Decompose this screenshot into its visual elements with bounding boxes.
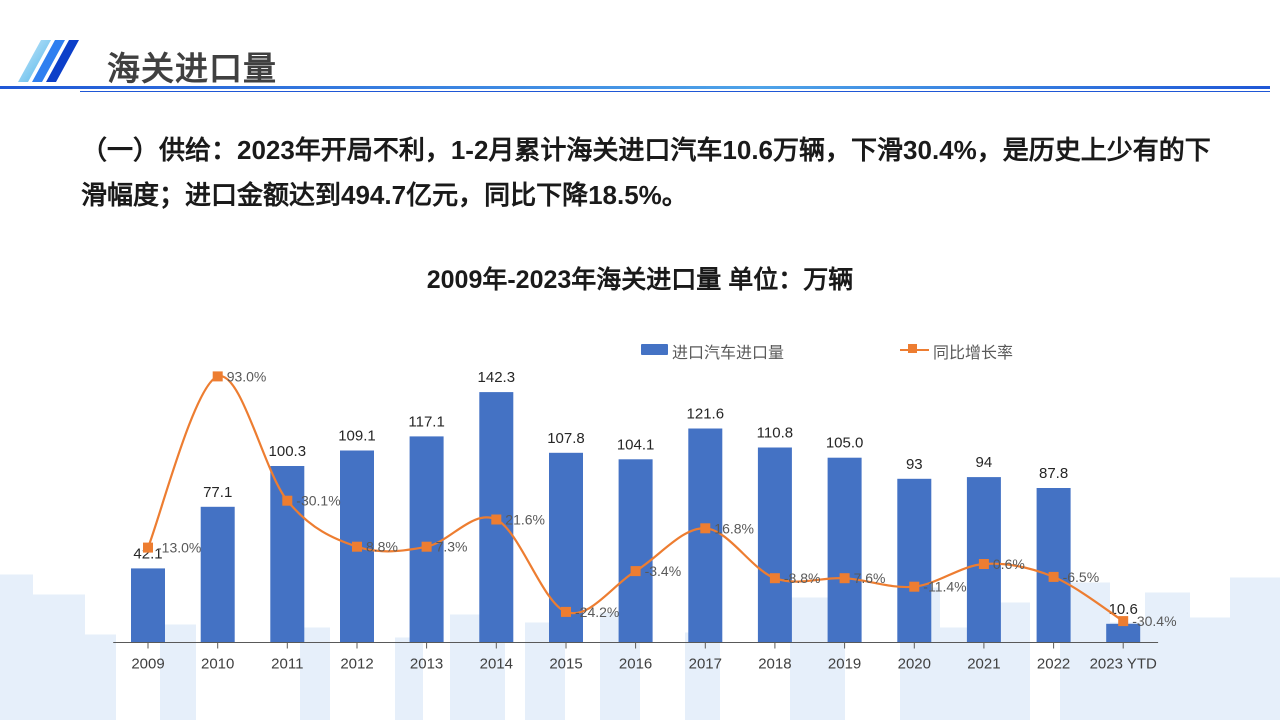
- svg-text:94: 94: [976, 454, 993, 471]
- svg-text:2022: 2022: [1037, 656, 1070, 673]
- svg-text:2014: 2014: [480, 656, 513, 673]
- svg-text:7.3%: 7.3%: [436, 539, 468, 555]
- svg-text:93.0%: 93.0%: [227, 368, 267, 384]
- svg-text:16.8%: 16.8%: [714, 520, 754, 536]
- svg-text:2009: 2009: [131, 656, 164, 673]
- svg-text:2018: 2018: [758, 656, 791, 673]
- svg-text:107.8: 107.8: [547, 430, 585, 447]
- svg-text:-24.2%: -24.2%: [575, 604, 619, 620]
- svg-text:-6.5%: -6.5%: [1063, 569, 1100, 585]
- svg-text:121.6: 121.6: [687, 406, 725, 423]
- svg-text:-3.4%: -3.4%: [645, 563, 682, 579]
- svg-text:77.1: 77.1: [203, 484, 232, 501]
- svg-text:0.6%: 0.6%: [993, 556, 1025, 572]
- svg-text:-30.1%: -30.1%: [296, 493, 340, 509]
- svg-text:7.6%: 7.6%: [854, 570, 886, 586]
- svg-text:2023 YTD: 2023 YTD: [1090, 656, 1157, 673]
- svg-text:-30.4%: -30.4%: [1132, 613, 1176, 629]
- svg-text:104.1: 104.1: [617, 436, 655, 453]
- svg-text:100.3: 100.3: [269, 443, 307, 460]
- svg-text:117.1: 117.1: [408, 413, 444, 430]
- svg-text:-11.4%: -11.4%: [923, 579, 966, 595]
- svg-text:-13.0%: -13.0%: [157, 540, 201, 556]
- svg-text:142.3: 142.3: [478, 369, 516, 386]
- svg-text:2017: 2017: [689, 656, 722, 673]
- svg-text:87.8: 87.8: [1039, 465, 1068, 482]
- svg-text:109.1: 109.1: [338, 428, 376, 445]
- svg-text:2012: 2012: [340, 656, 373, 673]
- svg-text:2021: 2021: [967, 656, 1000, 673]
- svg-text:2010: 2010: [201, 656, 234, 673]
- svg-text:-8.8%: -8.8%: [784, 570, 821, 586]
- svg-text:2011: 2011: [271, 656, 303, 673]
- svg-text:2013: 2013: [410, 656, 443, 673]
- svg-text:2019: 2019: [828, 656, 861, 673]
- svg-text:2015: 2015: [549, 656, 582, 673]
- svg-text:2016: 2016: [619, 656, 652, 673]
- svg-text:8.8%: 8.8%: [366, 539, 398, 555]
- svg-text:93: 93: [906, 456, 923, 473]
- svg-text:21.6%: 21.6%: [505, 512, 545, 528]
- svg-text:2020: 2020: [898, 656, 931, 673]
- svg-text:110.8: 110.8: [757, 425, 793, 442]
- svg-text:105.0: 105.0: [826, 435, 864, 452]
